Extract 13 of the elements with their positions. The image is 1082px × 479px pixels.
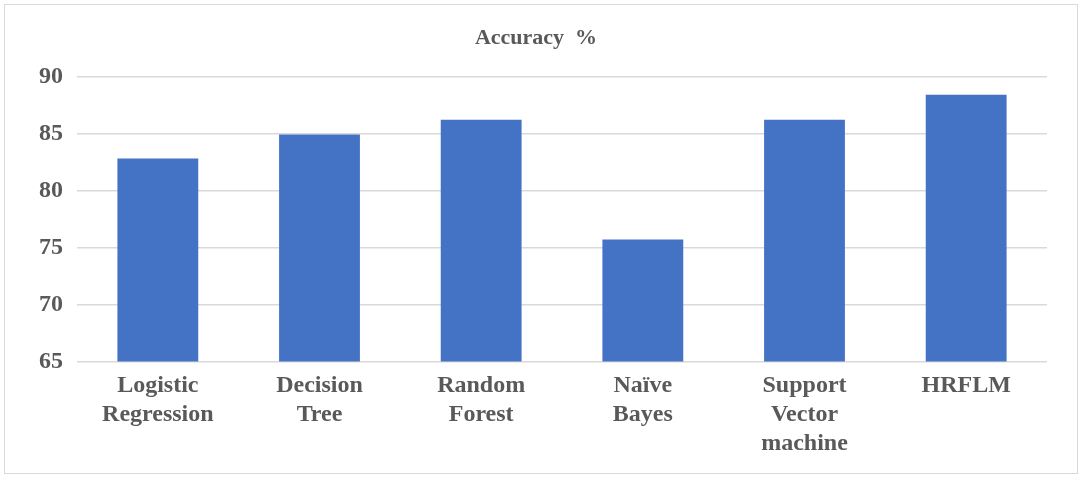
x-tick-label: HRFLM [921,371,1011,398]
x-tick-label: Support Vector machine [761,371,849,455]
x-tick-label: Decision Tree [276,371,363,426]
y-tick-label: 70 [39,289,63,316]
chart-title: Accuracy % [474,23,598,49]
y-tick-label: 90 [39,61,63,88]
x-tick-label: Naïve Bayes [612,371,673,426]
y-tick-label: 75 [39,232,63,259]
y-tick-label: 85 [39,118,63,145]
x-tick-label: Random Forest [437,371,526,426]
y-tick-label: 65 [39,346,63,373]
y-tick-label: 80 [39,175,63,202]
x-tick-label: Logistic Regression [102,371,214,426]
